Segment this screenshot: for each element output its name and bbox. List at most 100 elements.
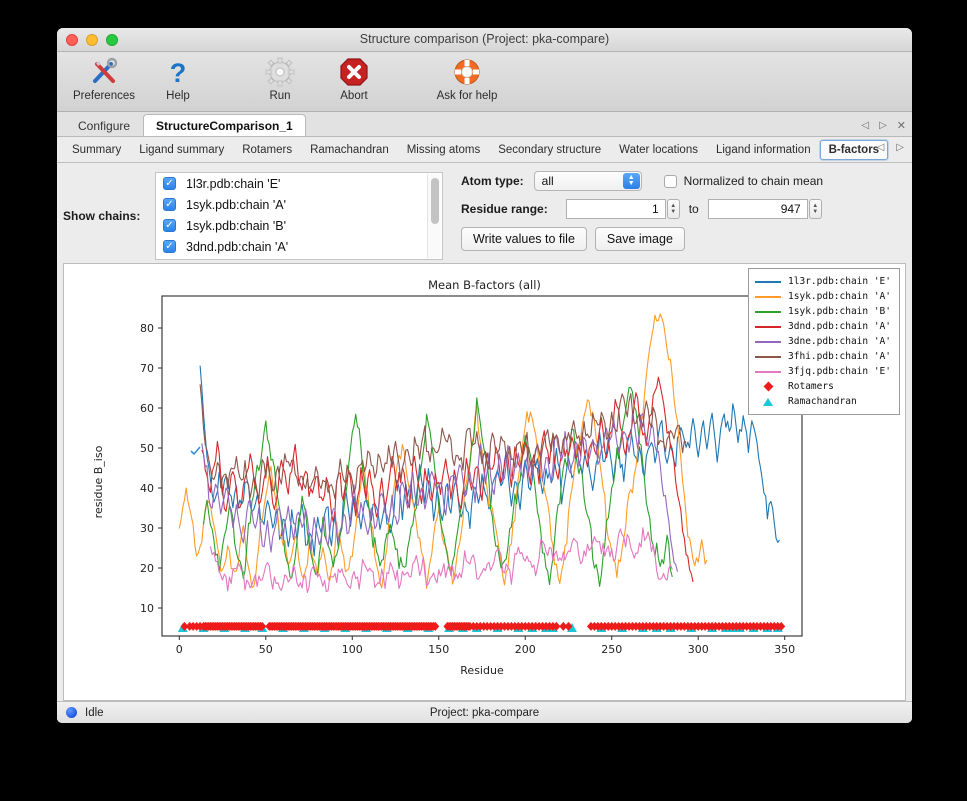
residue-from-input[interactable]: 1: [565, 199, 666, 219]
legend-triangle-icon: [763, 397, 774, 406]
residue-range-row: Residue range: 1 ▲ ▼ to 947 ▲ ▼: [461, 199, 823, 219]
y-tick-label: 50: [140, 442, 154, 455]
tab-b-factors[interactable]: B-factors: [819, 139, 889, 160]
show-chains-group: Show chains: ✓ 1l3r.pdb:chain 'E' ✓ 1syk…: [57, 169, 443, 263]
write-values-to-file-button[interactable]: Write values to file: [461, 227, 587, 251]
toolbar-button-preferences[interactable]: Preferences: [67, 52, 141, 102]
chain-checkbox[interactable]: ✓: [163, 219, 176, 232]
legend-line-swatch: [755, 340, 782, 343]
tab-ramachandran[interactable]: Ramachandran: [310, 143, 389, 156]
residue-range-label: Residue range:: [461, 202, 548, 216]
subtab-next-icon[interactable]: ▷: [896, 142, 904, 153]
tab-configure[interactable]: Configure: [78, 118, 131, 133]
residue-to-stepper[interactable]: ▲ ▼: [808, 199, 822, 219]
atom-type-row: Atom type: all ▲ ▼ Normalized to chain me…: [461, 171, 823, 191]
status-indicator-icon: [66, 707, 77, 718]
normalized-label: Normalized to chain mean: [683, 174, 824, 188]
legend-label: 3dne.pdb:chain 'A': [788, 336, 891, 347]
toolbar-button-ask-for-help[interactable]: Ask for help: [419, 52, 515, 102]
rotamer-marker: [564, 621, 573, 631]
window-title: Structure comparison (Project: pka-compa…: [359, 32, 610, 46]
tab-rotamers[interactable]: Rotamers: [242, 143, 293, 156]
close-icon[interactable]: ✕: [896, 120, 906, 132]
legend-label: 3fjq.pdb:chain 'E': [788, 366, 891, 377]
rotamer-marker: [180, 621, 189, 631]
tab-prev-icon[interactable]: ◁: [861, 120, 870, 131]
toolbar-label: Ask for help: [436, 90, 498, 102]
list-item[interactable]: ✓ 1l3r.pdb:chain 'E': [156, 173, 442, 194]
y-tick-label: 40: [140, 482, 154, 495]
atom-type-select[interactable]: all ▲ ▼: [533, 171, 642, 191]
legend-line-swatch: [755, 295, 782, 298]
chevron-updown-icon[interactable]: ▲ ▼: [622, 173, 640, 189]
close-window-button[interactable]: [66, 34, 78, 46]
legend-item: 3fhi.pdb:chain 'A': [755, 349, 891, 364]
legend-item: 3dne.pdb:chain 'A': [755, 334, 891, 349]
tab-ligand-information[interactable]: Ligand information: [715, 143, 811, 156]
legend-item: 3dnd.pdb:chain 'A': [755, 319, 891, 334]
scrollbar-thumb[interactable]: [431, 178, 439, 224]
b-factor-chart[interactable]: 0 50 100 150 200 250 300 350 10 20 30 40 50 60 70 80 Res…: [64, 264, 906, 684]
legend-item: 1l3r.pdb:chain 'E': [755, 274, 891, 289]
chart-x-axis-label: Residue: [460, 664, 504, 677]
tab-secondary-structure[interactable]: Secondary structure: [498, 143, 602, 156]
sub-tab-nav: ◁ ▷: [877, 142, 904, 153]
residue-to-input[interactable]: 947: [707, 199, 808, 219]
x-tick-label: 50: [259, 643, 273, 656]
tab-missing-atoms[interactable]: Missing atoms: [406, 143, 481, 156]
legend-label: 3dnd.pdb:chain 'A': [788, 321, 891, 332]
toolbar-button-run[interactable]: Run: [243, 52, 317, 102]
zoom-window-button[interactable]: [106, 34, 118, 46]
legend-line-swatch: [755, 280, 782, 283]
list-item[interactable]: ✓ 1syk.pdb:chain 'B': [156, 215, 442, 236]
chart-series-line: [199, 384, 687, 500]
normalized-checkbox[interactable]: [663, 174, 677, 188]
chain-checkbox[interactable]: ✓: [163, 177, 176, 190]
tab-next-icon[interactable]: ▷: [879, 120, 887, 131]
chains-list[interactable]: ✓ 1l3r.pdb:chain 'E' ✓ 1syk.pdb:chain 'A…: [155, 172, 443, 260]
x-tick-label: 100: [342, 643, 363, 656]
chain-checkbox[interactable]: ✓: [163, 240, 176, 253]
y-tick-label: 60: [140, 402, 154, 415]
status-bar: Idle Project: pka-compare: [57, 701, 912, 723]
chain-label: 1l3r.pdb:chain 'E': [186, 176, 281, 191]
toolbar-label: Run: [269, 90, 291, 102]
rotamer-marker: [552, 621, 561, 631]
legend-line-swatch: [755, 310, 782, 313]
range-separator-label: to: [688, 202, 699, 216]
legend-label: Rotamers: [788, 381, 834, 392]
app-window: Structure comparison (Project: pka-compa…: [57, 28, 912, 723]
tab-summary[interactable]: Summary: [72, 143, 122, 156]
residue-from-stepper[interactable]: ▲ ▼: [666, 199, 680, 219]
tab-structure-comparison-1[interactable]: StructureComparison_1: [143, 114, 306, 136]
legend-label: 1syk.pdb:chain 'A': [788, 291, 891, 302]
chains-scrollbar[interactable]: [427, 174, 441, 258]
stray-checkmark: [190, 446, 201, 456]
save-image-button[interactable]: Save image: [594, 227, 685, 251]
legend-label: Ramachandran: [788, 396, 857, 407]
legend-label: 1l3r.pdb:chain 'E': [788, 276, 891, 287]
toolbar-button-help[interactable]: ? Help: [141, 52, 215, 103]
svg-text:?: ?: [170, 58, 187, 87]
y-tick-label: 30: [140, 522, 154, 535]
minimize-window-button[interactable]: [86, 34, 98, 46]
atom-type-value: all: [541, 174, 554, 188]
tab-ligand-summary[interactable]: Ligand summary: [139, 143, 225, 156]
legend-label: 1syk.pdb:chain 'B': [788, 306, 891, 317]
legend-marker-swatch: [755, 381, 781, 392]
x-tick-label: 350: [774, 643, 795, 656]
list-item[interactable]: ✓ 3dnd.pdb:chain 'A': [156, 236, 442, 257]
chain-label: 1syk.pdb:chain 'A': [186, 197, 286, 212]
atom-type-label: Atom type:: [461, 174, 524, 188]
chart-series-line: [209, 527, 673, 594]
list-item[interactable]: ✓ 1syk.pdb:chain 'A': [156, 194, 442, 215]
question-mark-icon: ?: [163, 55, 193, 88]
x-tick-label: 200: [515, 643, 536, 656]
legend-marker-swatch: [755, 397, 781, 406]
chain-checkbox[interactable]: ✓: [163, 198, 176, 211]
chain-label: 3dnd.pdb:chain 'A': [186, 239, 289, 254]
subtab-prev-icon[interactable]: ◁: [876, 142, 885, 153]
toolbar-button-abort[interactable]: Abort: [317, 52, 391, 102]
tab-water-locations[interactable]: Water locations: [619, 143, 698, 156]
legend-diamond-icon: [763, 381, 773, 392]
